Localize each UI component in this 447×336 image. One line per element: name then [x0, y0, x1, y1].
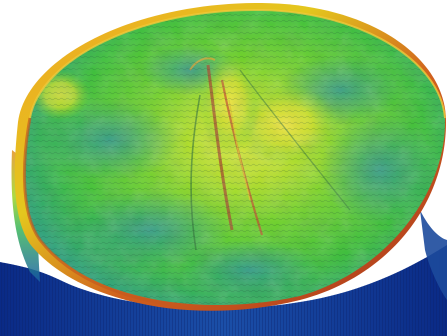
terrain-surface: [24, 9, 446, 306]
terrain-render: [0, 2, 447, 336]
